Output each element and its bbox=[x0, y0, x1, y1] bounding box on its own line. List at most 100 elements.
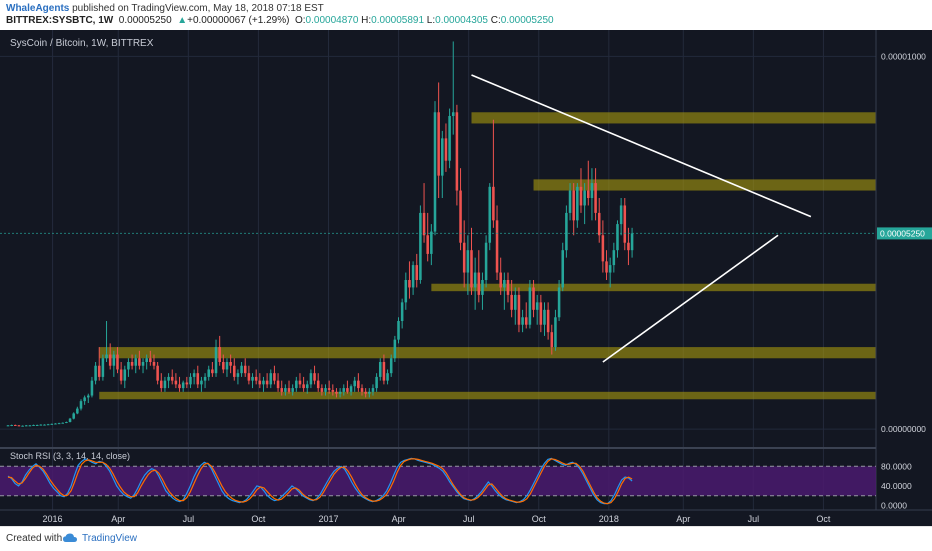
grid-lines bbox=[0, 30, 876, 510]
candle-body bbox=[203, 376, 207, 381]
candle-body bbox=[160, 380, 163, 389]
candle-body bbox=[451, 112, 455, 116]
candle-body bbox=[189, 376, 192, 385]
candle-body bbox=[32, 424, 35, 426]
candle-body bbox=[116, 354, 119, 370]
price-chart[interactable]: SysCoin / Bitcoin, 1W, BITTREX 0.00000000… bbox=[0, 30, 932, 526]
open-value: 0.00004870 bbox=[305, 15, 359, 26]
candle-body bbox=[484, 242, 488, 280]
candle-body bbox=[597, 212, 601, 236]
candle-body bbox=[232, 365, 236, 377]
candle-body bbox=[382, 362, 386, 381]
tradingview-link[interactable]: TradingView bbox=[82, 533, 138, 544]
high-label: H: bbox=[361, 15, 372, 26]
candle-body bbox=[368, 391, 371, 394]
resistance-zone bbox=[533, 179, 876, 191]
candle-body bbox=[313, 373, 316, 381]
resistance-zone bbox=[99, 347, 876, 359]
time-tick-label: Apr bbox=[676, 514, 690, 524]
candle-body bbox=[68, 418, 72, 423]
candle-body bbox=[324, 388, 327, 392]
candle-body bbox=[108, 354, 112, 366]
candle-body bbox=[521, 317, 524, 325]
rsi-band bbox=[0, 466, 876, 496]
candle-body bbox=[28, 425, 32, 427]
candle-body bbox=[287, 388, 291, 392]
candle-body bbox=[94, 365, 97, 381]
stoch-k-line bbox=[7, 457, 633, 505]
author-link[interactable]: WhaleAgents bbox=[6, 3, 70, 14]
candle-body bbox=[422, 212, 426, 236]
candle-body bbox=[83, 397, 86, 402]
candle-body bbox=[338, 391, 342, 394]
candle-body bbox=[415, 265, 419, 280]
candle-body bbox=[477, 272, 481, 295]
candle-body bbox=[470, 250, 473, 288]
candle-body bbox=[524, 317, 528, 325]
time-tick-label: Apr bbox=[392, 514, 406, 524]
candle-body bbox=[430, 231, 433, 254]
candle-body bbox=[426, 235, 429, 254]
candle-body bbox=[123, 369, 127, 381]
candle-body bbox=[608, 265, 612, 273]
candle-body bbox=[400, 302, 404, 321]
last-price: 0.00005250 bbox=[118, 15, 172, 26]
candle-body bbox=[393, 339, 397, 359]
candle-body bbox=[576, 186, 579, 221]
candle-body bbox=[273, 373, 276, 381]
candle-body bbox=[503, 280, 506, 288]
chart-background bbox=[0, 30, 932, 510]
candle-body bbox=[35, 424, 39, 426]
stoch-d-line bbox=[7, 458, 633, 505]
candle-body bbox=[466, 250, 470, 273]
candle-body bbox=[327, 388, 331, 390]
candle-body bbox=[462, 242, 466, 273]
last-price-badge bbox=[877, 227, 932, 240]
candle-body bbox=[364, 391, 367, 394]
candle-body bbox=[404, 280, 408, 303]
rsi-tick-label: 80.0000 bbox=[881, 461, 912, 471]
candle-body bbox=[514, 294, 517, 310]
candle-body bbox=[353, 380, 356, 387]
candle-body bbox=[550, 332, 554, 348]
candle-body bbox=[269, 373, 273, 385]
candle-body bbox=[167, 376, 170, 381]
resistance-zone bbox=[99, 391, 876, 400]
publish-text: published on TradingView.com, May 18, 20… bbox=[69, 3, 324, 14]
candle-body bbox=[50, 423, 54, 425]
candle-body bbox=[145, 358, 148, 362]
candle-body bbox=[174, 380, 178, 385]
price-tick-label: 0.00000000 bbox=[881, 424, 926, 434]
open-label: O: bbox=[294, 15, 306, 26]
time-axis-background bbox=[0, 510, 932, 526]
candle-body bbox=[258, 380, 262, 385]
header: WhaleAgents published on TradingView.com… bbox=[0, 0, 932, 30]
candle-body bbox=[17, 425, 21, 427]
candle-body bbox=[243, 365, 247, 374]
up-arrow-icon: ▲ bbox=[177, 15, 188, 26]
candle-body bbox=[87, 395, 90, 398]
candle-body bbox=[473, 272, 477, 288]
candle-body bbox=[76, 408, 79, 414]
candle-body bbox=[298, 380, 302, 385]
candle-body bbox=[587, 190, 590, 198]
candle-body bbox=[262, 380, 265, 385]
time-tick-label: 2016 bbox=[43, 514, 63, 524]
candle-body bbox=[127, 362, 130, 370]
rsi-tick-label: 40.0000 bbox=[881, 481, 912, 491]
candle-body bbox=[10, 424, 13, 426]
candle-body bbox=[349, 386, 353, 392]
candle-body bbox=[97, 365, 101, 377]
candle-body bbox=[320, 388, 324, 392]
chart-area[interactable]: SysCoin / Bitcoin, 1W, BITTREX 0.00000000… bbox=[0, 30, 932, 526]
candle-body bbox=[65, 422, 68, 424]
time-tick-label: Jul bbox=[463, 514, 475, 524]
trendline bbox=[602, 234, 779, 363]
candle-body bbox=[579, 186, 583, 206]
candle-body bbox=[316, 380, 320, 389]
candle-body bbox=[371, 388, 375, 392]
candle-body bbox=[546, 309, 550, 333]
candle-body bbox=[568, 190, 572, 213]
candle-body bbox=[163, 380, 167, 389]
candle-body bbox=[386, 373, 389, 381]
